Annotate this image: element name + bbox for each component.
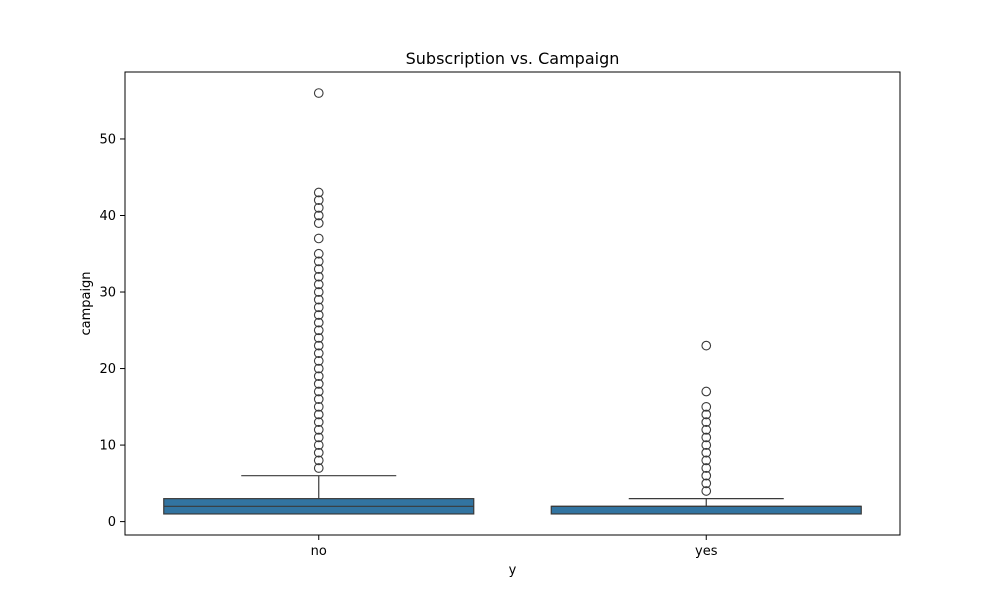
outlier-point (701, 401, 712, 412)
outlier-point (313, 264, 324, 274)
y-tick-label: 40 (99, 209, 116, 224)
outlier-point (313, 287, 324, 297)
outlier-point (313, 463, 324, 473)
outlier-point (313, 371, 324, 382)
outlier-point (313, 310, 324, 320)
outlier-point (313, 333, 324, 343)
boxes-group (163, 88, 862, 515)
outlier-point (701, 340, 712, 351)
outlier-point (313, 271, 324, 282)
chart-title: Subscription vs. Campaign (406, 49, 620, 68)
box-no (163, 88, 475, 515)
outlier-point (313, 195, 324, 206)
outlier-point (313, 294, 324, 305)
y-axis: 0 10 20 30 40 50 (99, 132, 125, 530)
outlier-point (313, 447, 324, 458)
outlier-point (313, 256, 324, 267)
outlier-point (701, 486, 712, 496)
y-tick-label: 30 (99, 286, 116, 301)
plot-area (124, 71, 901, 536)
outlier-point (313, 279, 324, 290)
outlier-point (313, 432, 324, 443)
outlier-point (313, 210, 324, 221)
y-tick-label: 0 (108, 515, 116, 530)
outlier-point (313, 356, 324, 366)
outlier-point (313, 455, 324, 466)
outlier-point (701, 424, 712, 435)
x-axis: no yes (311, 535, 718, 559)
outlier-point (701, 447, 712, 458)
outlier-point (313, 325, 324, 336)
x-axis-label: y (509, 563, 517, 578)
outlier-point (313, 409, 324, 420)
outlier-point (313, 340, 324, 351)
outlier-point (313, 379, 324, 389)
outlier-point (313, 302, 324, 313)
outlier-point (313, 317, 324, 328)
outlier-point (701, 409, 712, 420)
outlier-point (313, 440, 324, 450)
outlier-point (701, 386, 712, 397)
outlier-point (701, 478, 712, 489)
y-tick-label: 50 (99, 132, 116, 147)
outlier-point (701, 455, 712, 466)
y-tick-label: 10 (99, 439, 116, 454)
x-tick-label: yes (695, 544, 718, 559)
outlier-point (701, 470, 712, 481)
outlier-point (313, 386, 324, 397)
outlier-point (313, 88, 324, 98)
outlier-point (313, 417, 324, 427)
outlier-point (313, 248, 324, 259)
outlier-point (313, 424, 324, 435)
box-yes (550, 340, 862, 515)
outlier-point (313, 218, 324, 228)
y-tick-label: 20 (99, 362, 116, 377)
outlier-point (313, 187, 324, 198)
x-tick-label: no (311, 544, 327, 559)
outlier-point (701, 417, 712, 427)
outlier-point (701, 432, 712, 443)
outlier-point (313, 363, 324, 374)
outlier-point (313, 202, 324, 213)
box-iqr (550, 505, 862, 515)
outlier-point (313, 401, 324, 412)
outlier-point (701, 463, 712, 473)
y-axis-label: campaign (79, 271, 94, 335)
outlier-point (313, 394, 324, 405)
outlier-point (701, 440, 712, 450)
outlier-point (313, 348, 324, 359)
outlier-point (313, 233, 324, 244)
